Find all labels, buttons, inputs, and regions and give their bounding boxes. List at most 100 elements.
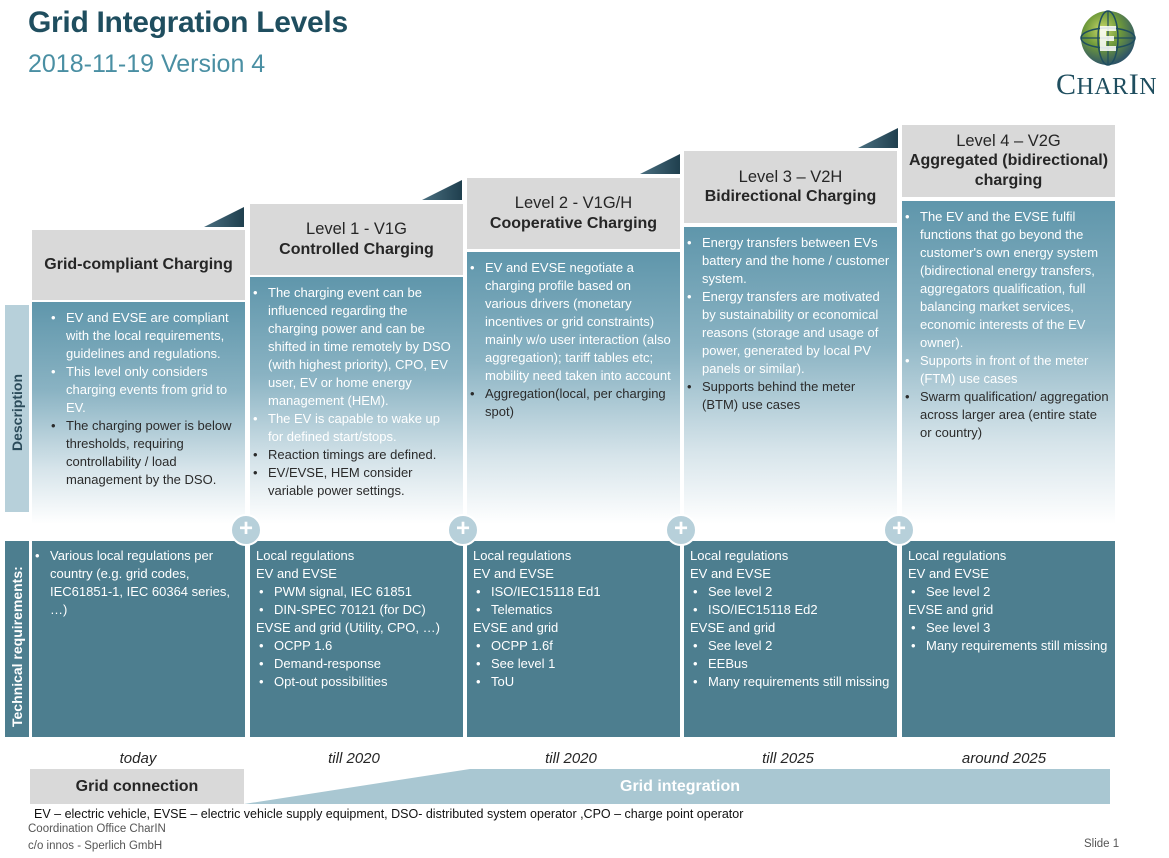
tech-item: Many requirements still missing: [908, 637, 1109, 655]
side-label-technical: Technical requirements:: [9, 566, 25, 727]
plus-icon: +: [230, 514, 262, 546]
column-name: Controlled Charging: [279, 240, 434, 258]
column-name: Cooperative Charging: [489, 214, 658, 232]
tech-item: See level 2: [690, 583, 891, 601]
tech-item: ToU: [473, 673, 674, 691]
logo-wordmark: CHARIN: [1056, 68, 1158, 101]
plus-icon: +: [447, 514, 479, 546]
tech-item: Telematics: [473, 601, 674, 619]
description-box-3: Energy transfers between EVs battery and…: [684, 227, 897, 524]
tech-heading: Local regulations: [908, 548, 1007, 563]
tech-item: See level 3: [908, 619, 1109, 637]
tech-item: PWM signal, IEC 61851: [256, 583, 457, 601]
tech-heading: EV and EVSE: [473, 566, 554, 581]
tech-box-1: Local regulations EV and EVSE PWM signal, …: [250, 541, 463, 737]
tech-item: Opt-out possibilities: [256, 673, 457, 691]
tech-heading: EV and EVSE: [908, 566, 989, 581]
description-box-2: EV and EVSE negotiate a charging profile…: [467, 252, 680, 524]
tech-heading: EVSE and grid: [908, 602, 994, 617]
description-list: The charging event can be influenced reg…: [250, 284, 457, 500]
timeline-label: till 2020: [328, 750, 380, 767]
list-item: Swarm qualification/ aggregation across …: [902, 388, 1109, 442]
list-item: Reaction timings are defined.: [250, 446, 457, 464]
side-description-panel: Description: [5, 305, 29, 512]
tech-item: See level 1: [473, 655, 674, 673]
tech-heading: EV and EVSE: [690, 566, 771, 581]
tech-list: ISO/IEC15118 Ed1Telematics: [473, 583, 674, 619]
plus-icon: +: [883, 514, 915, 546]
step-marker: [422, 180, 462, 200]
column-level: Level 4 – V2G: [956, 131, 1061, 150]
description-box-4: The EV and the EVSE fulfil functions tha…: [902, 201, 1115, 524]
list-item: Supports behind the meter (BTM) use case…: [684, 378, 891, 414]
tech-heading: EVSE and grid: [690, 620, 776, 635]
tech-item: See level 2: [908, 583, 1109, 601]
list-item: EV/EVSE, HEM consider variable power set…: [250, 464, 457, 500]
list-item: Energy transfers are motivated by sustai…: [684, 288, 891, 378]
tech-item: See level 2: [690, 637, 891, 655]
description-list: EV and EVSE negotiate a charging profile…: [467, 259, 674, 421]
column-header-0: Grid-compliant Charging: [32, 230, 245, 300]
list-item: The charging power is below thresholds, …: [48, 417, 239, 489]
tech-heading: Local regulations: [690, 548, 789, 563]
description-box-1: The charging event can be influenced reg…: [250, 277, 463, 524]
tech-item: OCPP 1.6: [256, 637, 457, 655]
description-list: Energy transfers between EVs battery and…: [684, 234, 891, 414]
tech-list: See level 2: [908, 583, 1109, 601]
slide-number: Slide 1: [1084, 838, 1120, 850]
tech-box-2: Local regulations EV and EVSE ISO/IEC15118…: [467, 541, 680, 737]
column-name: Grid-compliant Charging: [44, 256, 233, 273]
list-item: Supports in front of the meter (FTM) use…: [902, 352, 1109, 388]
tech-item: Various local regulations per country (e…: [32, 547, 239, 619]
tech-list: PWM signal, IEC 61851DIN-SPEC 70121 (for…: [256, 583, 457, 619]
column-header-3: Level 3 – V2H Bidirectional Charging: [684, 151, 897, 223]
list-item: EV and EVSE are compliant with the local…: [48, 309, 239, 363]
description-list: The EV and the EVSE fulfil functions tha…: [902, 208, 1109, 442]
description-list: EV and EVSE are compliant with the local…: [48, 309, 239, 489]
timeline-label: till 2025: [762, 750, 814, 767]
side-technical-panel: Technical requirements:: [5, 541, 29, 737]
column-header-4: Level 4 – V2G Aggregated (bidirectional)…: [902, 125, 1115, 197]
office-line: c/o innos - Sperlich GmbH: [28, 840, 163, 852]
tech-heading: EVSE and grid (Utility, CPO, …): [256, 620, 440, 635]
tech-item: OCPP 1.6f: [473, 637, 674, 655]
column-level: Level 3 – V2H: [738, 167, 843, 186]
tech-list: OCPP 1.6fSee level 1ToU: [473, 637, 674, 691]
tech-item: Many requirements still missing: [690, 673, 891, 691]
list-item: EV and EVSE negotiate a charging profile…: [467, 259, 674, 385]
description-box-0: EV and EVSE are compliant with the local…: [32, 302, 245, 524]
list-item: The charging event can be influenced reg…: [250, 284, 457, 410]
charin-logo: CHARIN: [1052, 6, 1164, 101]
tech-item: Demand-response: [256, 655, 457, 673]
list-item: The EV is capable to wake up for defined…: [250, 410, 457, 446]
side-label-description: Description: [9, 373, 25, 451]
list-item: The EV and the EVSE fulfil functions tha…: [902, 208, 1109, 352]
tech-heading: Local regulations: [256, 548, 355, 563]
grid-integration-label: Grid integration: [620, 777, 740, 795]
column-name: Bidirectional Charging: [704, 188, 877, 206]
page-title: Grid Integration Levels: [28, 6, 348, 39]
step-marker: [204, 207, 244, 227]
tech-list: See level 3Many requirements still missi…: [908, 619, 1109, 655]
tech-box-4: Local regulations EV and EVSE See level 2E…: [902, 541, 1115, 737]
timeline-label: till 2020: [545, 750, 597, 767]
globe-logo-icon: [1080, 10, 1136, 66]
tech-list: Various local regulations per country (e…: [32, 547, 239, 619]
grid-connection-bar: Grid connection: [30, 769, 244, 804]
list-item: Aggregation(local, per charging spot): [467, 385, 674, 421]
column-header-1: Level 1 - V1G Controlled Charging: [250, 204, 463, 275]
timeline-label: today: [119, 750, 157, 767]
column-name: Aggregated (bidirectional) charging: [908, 152, 1109, 190]
timeline-label: around 2025: [961, 750, 1047, 767]
step-marker: [858, 128, 898, 148]
page-subtitle: 2018-11-19 Version 4: [28, 50, 266, 78]
tech-heading: EV and EVSE: [256, 566, 337, 581]
tech-item: DIN-SPEC 70121 (for DC): [256, 601, 457, 619]
tech-list: OCPP 1.6Demand-responseOpt-out possibili…: [256, 637, 457, 691]
tech-item: EEBus: [690, 655, 891, 673]
column-header-2: Level 2 - V1G/H Cooperative Charging: [467, 178, 680, 249]
column-level: Level 2 - V1G/H: [514, 194, 633, 213]
step-marker: [640, 154, 680, 174]
tech-item: ISO/IEC15118 Ed1: [473, 583, 674, 601]
